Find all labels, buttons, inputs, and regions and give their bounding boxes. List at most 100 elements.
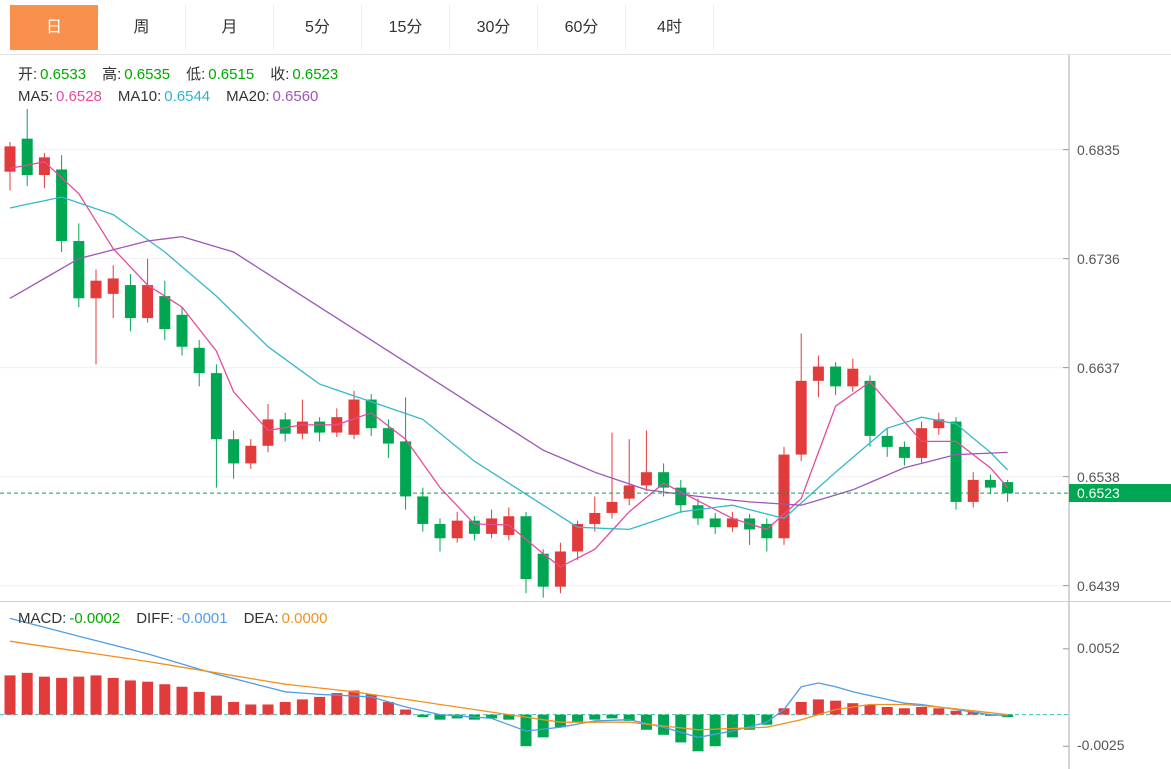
candle-body [675, 487, 687, 506]
candle-body [142, 285, 154, 319]
tab-week[interactable]: 周 [98, 4, 186, 50]
candle-body [107, 278, 119, 294]
macd-histogram-bar [365, 694, 377, 715]
macd-histogram-bar [21, 672, 33, 715]
price-axis-label: 0.6439 [1077, 577, 1120, 594]
ma-legend: MA5: 0.6528 MA10: 0.6544 MA20: 0.6560 [18, 88, 318, 105]
candle-body [279, 419, 291, 434]
ma5-label: MA5: [18, 88, 54, 105]
macd-histogram-bar [847, 703, 859, 715]
diff-line [9, 617, 1008, 739]
diff-value: -0.0001 [176, 610, 228, 627]
candle-body [847, 368, 859, 387]
candle-body [193, 347, 205, 374]
tab-5min[interactable]: 5分 [274, 4, 362, 50]
macd-histogram-bar [830, 700, 842, 715]
candle-body [365, 399, 377, 429]
macd-histogram-bar [692, 714, 704, 752]
main-chart-panel: 开: 0.6533 高: 0.6535 低: 0.6515 收: 0.6523 MA5: 0.6… [0, 55, 1171, 601]
macd-axis-label: -0.0025 [1077, 737, 1125, 754]
tab-month[interactable]: 月 [186, 4, 274, 50]
macd-histogram-bar [640, 714, 652, 730]
tab-4hour[interactable]: 4时 [626, 4, 714, 50]
candle-body [950, 421, 962, 502]
macd-histogram-bar [589, 714, 601, 720]
close-label: 收: [270, 66, 290, 83]
macd-histogram-bar [159, 684, 171, 715]
macd-histogram-bar [38, 676, 50, 715]
low-value: 0.6515 [208, 66, 255, 83]
candle-body [537, 553, 549, 587]
dea-line [9, 640, 1008, 731]
macd-histogram-bar [193, 691, 205, 715]
candle-body [640, 472, 652, 486]
candle-body [245, 445, 257, 464]
candle-body [984, 479, 996, 488]
macd-histogram-bar [623, 714, 635, 721]
candle-body [572, 523, 584, 552]
macd-histogram-bar [4, 675, 16, 715]
candle-body [21, 138, 33, 175]
macd-histogram-bar [658, 714, 670, 735]
candle-body [967, 479, 979, 502]
candle-body [795, 380, 807, 455]
candle-body [176, 314, 188, 347]
macd-histogram-bar [898, 708, 910, 715]
macd-histogram-bar [709, 714, 721, 747]
candle-body [692, 505, 704, 519]
candle-body [1002, 482, 1014, 494]
ma5-value: 0.6528 [56, 88, 102, 105]
macd-histogram-bar [400, 709, 412, 715]
macd-histogram-bar [176, 686, 188, 715]
tab-day[interactable]: 日 [10, 4, 98, 50]
main-chart-canvas[interactable] [0, 55, 1171, 601]
ma10-value: 0.6544 [164, 88, 211, 105]
tab-60min[interactable]: 60分 [538, 4, 626, 50]
candle-body [296, 421, 308, 434]
candle-body [159, 296, 171, 330]
low-label: 低: [186, 66, 206, 83]
macd-histogram-bar [744, 714, 756, 730]
candle-body [709, 518, 721, 528]
candle-body [554, 551, 566, 587]
macd-histogram-bar [726, 714, 738, 738]
macd-histogram-bar [331, 693, 343, 715]
tab-15min[interactable]: 15分 [362, 4, 450, 50]
macd-canvas[interactable] [0, 602, 1171, 769]
macd-value: -0.0002 [69, 610, 121, 627]
candle-body [262, 419, 274, 446]
ma20-value: 0.6560 [272, 88, 319, 105]
high-label: 高: [102, 66, 122, 83]
macd-label: MACD: [18, 610, 67, 627]
candle-body [916, 428, 928, 458]
macd-histogram-bar [950, 710, 962, 715]
macd-histogram-bar [795, 701, 807, 715]
candle-body [606, 501, 618, 513]
candle-body [898, 446, 910, 458]
macd-histogram-bar [434, 714, 446, 720]
candle-body [417, 496, 429, 524]
candle-body [314, 421, 326, 433]
candle-body [348, 399, 360, 435]
macd-histogram-bar [124, 680, 136, 715]
candle-body [933, 419, 945, 429]
candle-body [124, 285, 136, 319]
candle-body [658, 472, 670, 488]
macd-histogram-bar [56, 677, 68, 715]
current-price-badge: 0.6523 [1069, 484, 1171, 503]
candle-body [830, 366, 842, 387]
ma5-line [9, 161, 1009, 568]
candle-body [228, 439, 240, 464]
candle-body [589, 512, 601, 524]
macd-panel: MACD: -0.0002 DIFF: -0.0001 DEA: 0.0000 [0, 601, 1171, 769]
tab-30min[interactable]: 30分 [450, 4, 538, 50]
open-label: 开: [18, 66, 38, 83]
macd-histogram-bar [761, 714, 773, 725]
macd-histogram-bar [606, 714, 618, 719]
candle-body [520, 516, 532, 579]
macd-histogram-bar [812, 699, 824, 715]
diff-label: DIFF: [136, 610, 174, 627]
dea-label: DEA: [243, 610, 279, 627]
macd-histogram-bar [90, 675, 102, 715]
macd-legend: MACD: -0.0002 DIFF: -0.0001 DEA: 0.0000 [18, 610, 328, 627]
